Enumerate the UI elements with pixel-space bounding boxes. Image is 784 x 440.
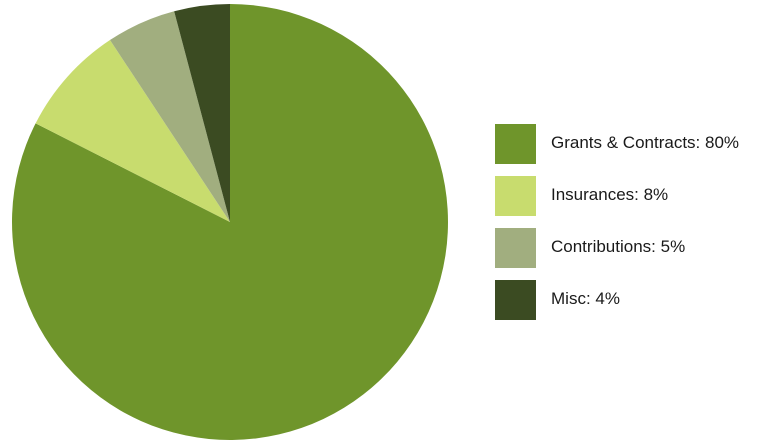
legend-swatch-contributions — [495, 228, 536, 268]
legend-item-contributions: Contributions: 5% — [495, 228, 780, 268]
legend: Grants & Contracts: 80% Insurances: 8% C… — [495, 124, 780, 332]
pie-slice-contributions — [109, 11, 230, 222]
legend-item-misc: Misc: 4% — [495, 280, 780, 320]
legend-label-contributions: Contributions: 5% — [551, 237, 686, 256]
legend-item-insurances: Insurances: 8% — [495, 176, 780, 216]
legend-item-grants-contracts: Grants & Contracts: 80% — [495, 124, 780, 164]
legend-label-insurances: Insurances: 8% — [551, 185, 669, 204]
legend-swatch-insurances — [495, 176, 536, 216]
pie-slice-insurances — [35, 40, 231, 223]
legend-swatch-grants-contracts — [495, 124, 536, 164]
pie-slice-misc — [174, 4, 230, 222]
legend-label-grants-contracts: Grants & Contracts: 80% — [551, 133, 740, 152]
legend-label-misc: Misc: 4% — [551, 289, 620, 308]
legend-swatch-misc — [495, 280, 536, 320]
